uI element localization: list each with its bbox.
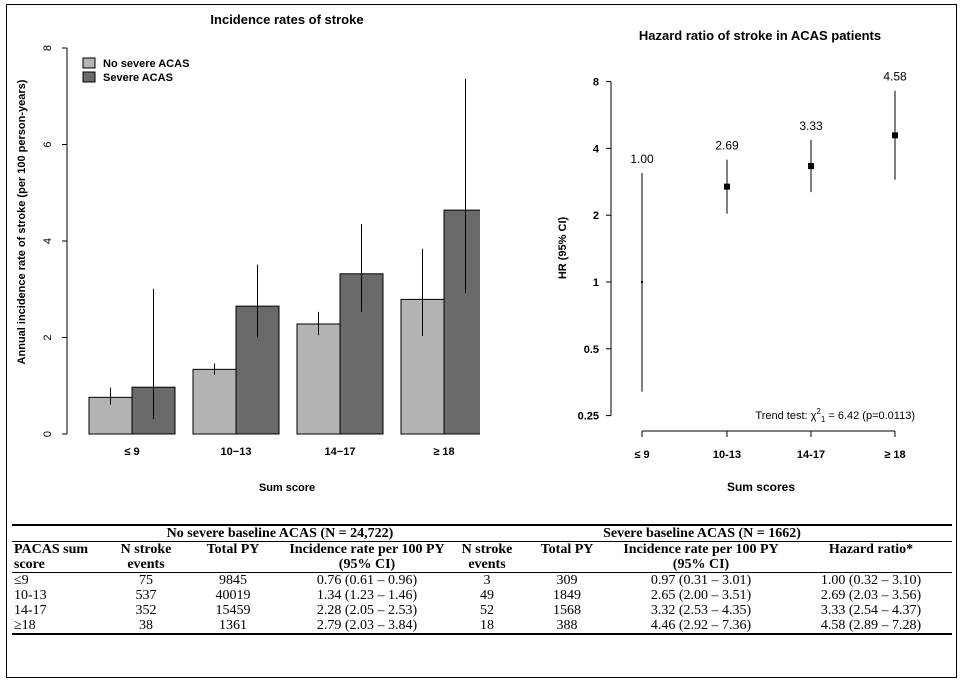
table-cell: 309 xyxy=(556,573,578,588)
table-row: ≤9 75 9845 0.76 (0.61 – 0.96) 3 309 0.97… xyxy=(12,573,952,589)
incidence-table: No severe baseline ACAS (N = 24,722) Sev… xyxy=(12,524,952,635)
table-cell: 4.46 (2.92 – 7.36) xyxy=(612,618,790,635)
y-tick-label: 8 xyxy=(593,77,599,89)
table-cell: 52 xyxy=(480,603,494,618)
table-cell: 0.76 (0.61 – 0.96) xyxy=(316,573,418,588)
x-tick-label: 10-13 xyxy=(713,449,741,461)
bar-chart-title: Incidence rates of stroke xyxy=(210,12,363,27)
y-tick-label: 4 xyxy=(593,143,600,155)
col-header-total-py-severe: Total PY xyxy=(522,541,612,573)
table-cell: 2.65 (2.00 – 3.51) xyxy=(650,588,752,603)
y-tick-label: 2 xyxy=(593,210,599,222)
y-tick-label: 0.25 xyxy=(578,411,599,423)
x-tick-label: ≤ 9 xyxy=(124,446,139,458)
y-tick-label: 6 xyxy=(42,141,54,147)
legend-swatch xyxy=(82,57,96,69)
table-group-header-row: No severe baseline ACAS (N = 24,722) Sev… xyxy=(12,524,952,542)
table-row: ≥18 38 1361 2.79 (2.03 – 3.84) 18 388 4.… xyxy=(12,618,952,635)
bar xyxy=(296,323,341,435)
hr-chart-ylabel: HR (95% CI) xyxy=(557,216,569,279)
table-cell: 49 xyxy=(480,588,494,603)
table-cell: 2.28 (2.05 – 2.53) xyxy=(316,603,418,618)
table-cell: 1849 xyxy=(553,588,581,603)
x-tick-label: 14−17 xyxy=(325,446,356,458)
y-tick-label: 0.5 xyxy=(584,344,599,356)
table-cell: 1.00 (0.32 – 3.10) xyxy=(820,573,922,588)
y-tick-label: 1 xyxy=(593,277,599,289)
hr-chart-title: Hazard ratio of stroke in ACAS patients xyxy=(639,28,881,43)
table-cell: 9845 xyxy=(219,573,247,588)
hr-point xyxy=(641,281,643,283)
table-cell: 40019 xyxy=(215,588,251,603)
table-cell: 388 xyxy=(522,618,612,635)
table-cell: 1361 xyxy=(184,618,282,635)
bar-chart-xlabel: Sum score xyxy=(259,482,315,494)
x-tick-label: 10−13 xyxy=(221,446,252,458)
table-row: 10-13 537 40019 1.34 (1.23 – 1.46) 49 18… xyxy=(12,588,952,603)
table-cell: ≤9 xyxy=(14,573,29,588)
trend-test-annotation: Trend test: χ21 = 6.42 (p=0.0113) xyxy=(755,407,915,424)
x-tick-label: 14-17 xyxy=(797,449,825,461)
table-cell: 14-17 xyxy=(14,603,47,618)
col-header-incidence: Incidence rate per 100 PY (95% CI) xyxy=(282,541,452,573)
hr-value-label: 2.69 xyxy=(715,139,739,153)
col-header-sum-score: PACAS sum score xyxy=(12,541,108,573)
y-tick-label: 0 xyxy=(42,431,54,437)
bar-chart-legend: No severe ACAS Severe ACAS xyxy=(82,57,189,84)
table-cell: 75 xyxy=(139,573,153,588)
hr-value-label: 3.33 xyxy=(799,119,823,133)
col-header-n-events: N stroke events xyxy=(108,541,184,573)
table-cell: 3.33 (2.54 – 4.37) xyxy=(820,603,922,618)
table-cell: 4.58 (2.89 – 7.28) xyxy=(790,618,952,635)
table-cell: 0.97 (0.31 – 3.01) xyxy=(650,573,752,588)
hr-point xyxy=(892,132,898,139)
table-cell: 1568 xyxy=(553,603,581,618)
hr-chart-xlabel: Sum scores xyxy=(727,480,795,494)
incidence-bar-chart: Incidence rates of stroke Annual inciden… xyxy=(16,12,480,494)
legend-label: Severe ACAS xyxy=(103,72,173,84)
y-tick-label: 4 xyxy=(42,238,54,244)
table-cell: 3 xyxy=(483,573,491,588)
table-cell: 3.32 (2.53 – 4.35) xyxy=(650,603,752,618)
hr-value-label: 4.58 xyxy=(883,70,907,84)
col-header-total-py: Total PY xyxy=(184,541,282,573)
hr-value-label: 1.00 xyxy=(630,152,654,166)
hazard-ratio-chart: Hazard ratio of stroke in ACAS patients … xyxy=(557,28,915,494)
group-header-severe: Severe baseline ACAS (N = 1662) xyxy=(452,524,952,542)
table-cell: 2.69 (2.03 – 3.56) xyxy=(820,588,922,603)
bar xyxy=(192,368,237,435)
y-tick-label: 2 xyxy=(42,334,54,340)
legend-label: No severe ACAS xyxy=(103,58,189,70)
x-tick-label: ≥ 18 xyxy=(884,449,905,461)
table-cell: 352 xyxy=(135,603,157,618)
col-header-incidence-severe: Incidence rate per 100 PY (95% CI) xyxy=(612,541,790,573)
legend-swatch xyxy=(82,71,96,83)
hr-point xyxy=(724,183,730,190)
group-header-no-severe: No severe baseline ACAS (N = 24,722) xyxy=(108,524,452,542)
y-tick-label: 8 xyxy=(42,45,54,51)
bar-chart-ylabel: Annual incidence rate of stroke (per 100… xyxy=(16,79,28,364)
table-cell: 15459 xyxy=(215,603,251,618)
hr-point xyxy=(808,163,814,170)
col-header-hazard-ratio: Hazard ratio* xyxy=(790,541,952,573)
table-cell: 10-13 xyxy=(14,588,47,603)
table-row: 14-17 352 15459 2.28 (2.05 – 2.53) 52 15… xyxy=(12,603,952,618)
x-tick-label: ≥ 18 xyxy=(433,446,454,458)
table-cell: 537 xyxy=(135,588,157,603)
figure-frame xyxy=(6,4,957,678)
table-cell: ≥18 xyxy=(12,618,108,635)
table-cell: 2.79 (2.03 – 3.84) xyxy=(282,618,452,635)
bar xyxy=(443,209,480,435)
table-cell: 38 xyxy=(108,618,184,635)
table-cell: 1.34 (1.23 – 1.46) xyxy=(316,588,418,603)
table-column-header-row: PACAS sum score N stroke events Total PY… xyxy=(12,541,952,573)
col-header-n-events-severe: N stroke events xyxy=(452,541,522,573)
x-tick-label: ≤ 9 xyxy=(634,449,649,461)
table-cell: 18 xyxy=(452,618,522,635)
